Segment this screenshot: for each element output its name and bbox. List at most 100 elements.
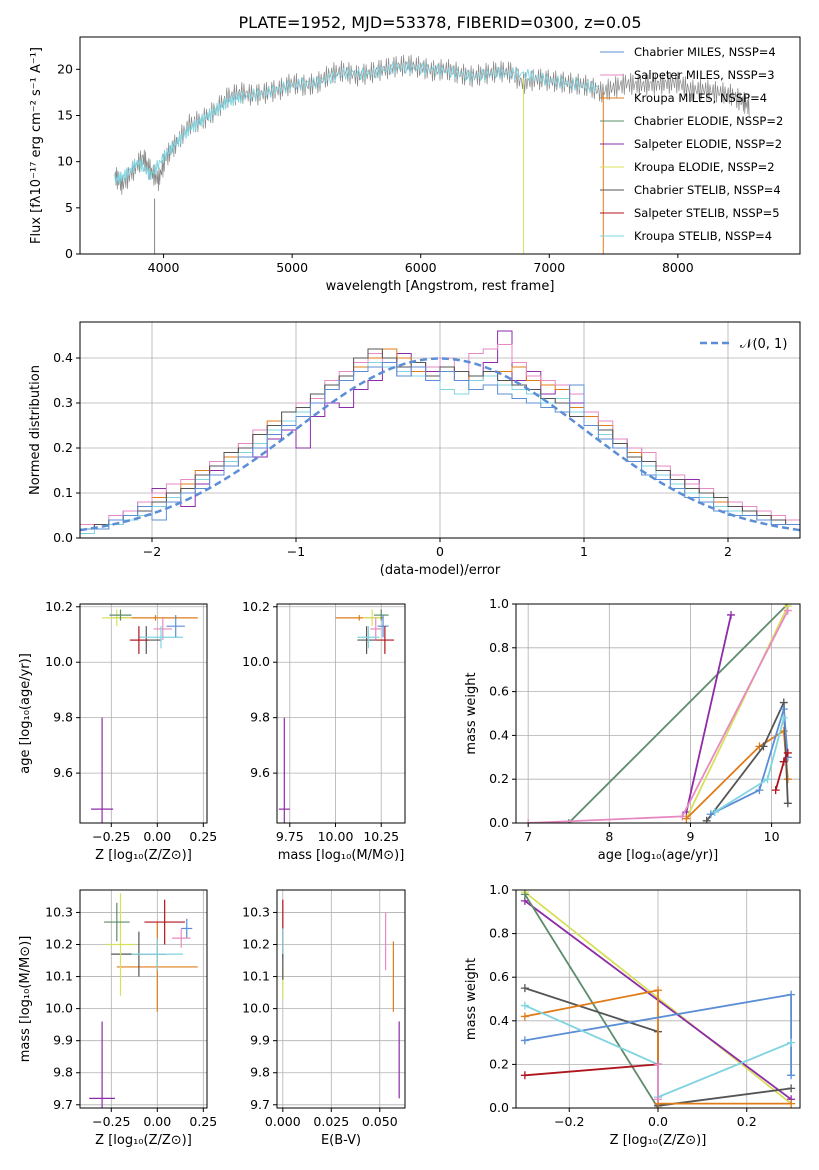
weight-point — [787, 1038, 796, 1047]
plot-area — [278, 609, 395, 823]
y-axis-label: Flux [fλ10⁻¹⁷ erg cm⁻² s⁻¹ A⁻¹] — [29, 47, 44, 244]
figure-title: PLATE=1952, MJD=53378, FIBERID=0300, z=0… — [238, 13, 641, 32]
y-tick-label: 9.8 — [250, 1065, 270, 1080]
axes-frame — [276, 603, 406, 824]
weight-point — [654, 1060, 662, 1069]
y-tick-label: 0.1 — [53, 485, 73, 500]
x-tick-label: −0.2 — [554, 1114, 584, 1129]
panel-age_vs_Z: −0.25 0.00 0.25 9.6 9.8 10.0 10.2 Z [log₁₀(Z/Z⊙… — [18, 599, 217, 863]
y-tick-label: 9.6 — [250, 765, 270, 780]
weight-point — [520, 1012, 529, 1021]
weight-point — [654, 1095, 662, 1104]
axes-frame — [515, 603, 801, 824]
x-tick-label: 8 — [605, 829, 613, 844]
y-tick-label: 9.8 — [53, 1065, 73, 1080]
x-tick-label: 0.25 — [189, 829, 217, 844]
y-tick-label: 0.6 — [489, 684, 509, 699]
y-tick-label: 9.9 — [53, 1033, 73, 1048]
y-tick-label: 10.2 — [45, 599, 73, 614]
weight-point — [654, 986, 662, 995]
plot-area — [80, 330, 800, 538]
y-tick-label: 10.3 — [242, 904, 270, 919]
panel-spectrum: Chabrier MILES, NSSP=4 Salpeter MILES, NS… — [29, 36, 801, 294]
weight-point — [755, 786, 764, 795]
x-axis-label: (data-model)/error — [380, 563, 501, 578]
plot-area — [89, 893, 198, 1108]
x-tick-label: 0.2 — [737, 1114, 757, 1129]
weight-point — [779, 705, 788, 714]
x-tick-label: 5000 — [276, 260, 308, 275]
weight-point — [520, 1036, 529, 1045]
weight-point — [787, 1099, 796, 1108]
y-tick-label: 0.0 — [489, 815, 509, 830]
y-tick-label: 0.8 — [489, 926, 509, 941]
y-tick-label: 9.7 — [53, 1097, 73, 1112]
weight-point — [520, 890, 529, 899]
weight-point — [710, 808, 719, 817]
x-axis-label: Z [log₁₀(Z/Z⊙)] — [95, 848, 192, 863]
x-axis-label: Z [log₁₀(Z/Z⊙)] — [95, 1133, 192, 1148]
weight-line — [705, 702, 789, 822]
x-tick-label: 0.0 — [648, 1114, 668, 1129]
y-tick-label: 10.0 — [45, 1001, 73, 1016]
y-tick-label: 1.0 — [489, 596, 509, 611]
y-axis-label: mass weight — [464, 672, 479, 754]
x-tick-label: −2 — [143, 544, 161, 559]
y-tick-label: 0.0 — [489, 1100, 509, 1115]
weight-point — [702, 816, 711, 823]
weight-point — [763, 775, 772, 784]
x-tick-label: 0.000 — [265, 1114, 301, 1129]
y-tick-label: 10.1 — [242, 969, 270, 984]
weight-point — [520, 1001, 529, 1010]
weight-line — [524, 893, 659, 1108]
plot-area — [524, 604, 792, 823]
y-tick-label: 0.0 — [53, 530, 73, 545]
gaussian-curve — [80, 357, 800, 532]
weight-point — [783, 748, 792, 757]
y-tick-label: 10 — [57, 154, 73, 169]
axes-frame — [79, 603, 208, 824]
panel-mass_vs_ebv: 0.000 0.025 0.050 9.7 9.8 9.9 10.0 10.1 10.2 10.3… — [242, 889, 406, 1148]
weight-point — [682, 814, 691, 823]
weight-point — [520, 1071, 529, 1080]
x-tick-label: −1 — [287, 544, 305, 559]
x-tick-label: 9 — [686, 829, 694, 844]
legend-label: Kroupa MILES, NSSP=4 — [634, 91, 767, 105]
x-axis-label: E(B-V) — [321, 1133, 361, 1148]
axes-frame — [276, 889, 406, 1109]
y-tick-label: 0.2 — [489, 1056, 509, 1071]
weight-point — [759, 742, 768, 751]
weight-point — [771, 786, 780, 795]
x-tick-label: 6000 — [405, 260, 437, 275]
y-axis-label: Normed distribution — [28, 365, 43, 495]
axes-frame — [79, 36, 801, 255]
weight-point — [787, 1084, 796, 1093]
x-tick-label: 2 — [724, 544, 732, 559]
legend: Chabrier MILES, NSSP=4 Salpeter MILES, NS… — [600, 45, 783, 243]
weight-point — [727, 610, 736, 619]
x-tick-label: 10.25 — [363, 829, 399, 844]
x-axis-label: age [log₁₀(age/yr)] — [598, 848, 719, 863]
panel-mass_vs_Z: −0.25 0.00 0.25 9.7 9.8 9.9 10.0 10.1 10.2 10.3 Z … — [18, 889, 217, 1148]
weight-line — [568, 604, 789, 823]
legend-label: Kroupa ELODIE, NSSP=2 — [634, 160, 775, 174]
x-tick-label: 7000 — [533, 260, 565, 275]
y-tick-label: 9.8 — [53, 710, 73, 725]
spectrum-series — [114, 61, 599, 185]
plot-area — [282, 899, 400, 1099]
legend-label: Salpeter MILES, NSSP=3 — [634, 68, 775, 82]
weight-point — [524, 819, 533, 823]
x-tick-label: 7 — [524, 829, 532, 844]
x-tick-label: 0 — [436, 544, 444, 559]
panel-age_vs_mass: 9.75 10.00 10.25 9.6 9.8 10.0 10.2 mass [log₁₀(… — [242, 599, 406, 863]
x-tick-label: 1 — [580, 544, 588, 559]
axes-frame — [79, 889, 208, 1109]
y-tick-label: 10.2 — [45, 937, 73, 952]
weight-point — [779, 757, 788, 766]
weight-point — [787, 990, 796, 999]
y-axis-label: mass [log₁₀(M/M⊙)] — [18, 936, 33, 1063]
y-tick-label: 9.6 — [53, 765, 73, 780]
plot-area — [114, 54, 750, 254]
weight-point — [783, 606, 792, 615]
x-tick-label: 10.00 — [318, 829, 354, 844]
